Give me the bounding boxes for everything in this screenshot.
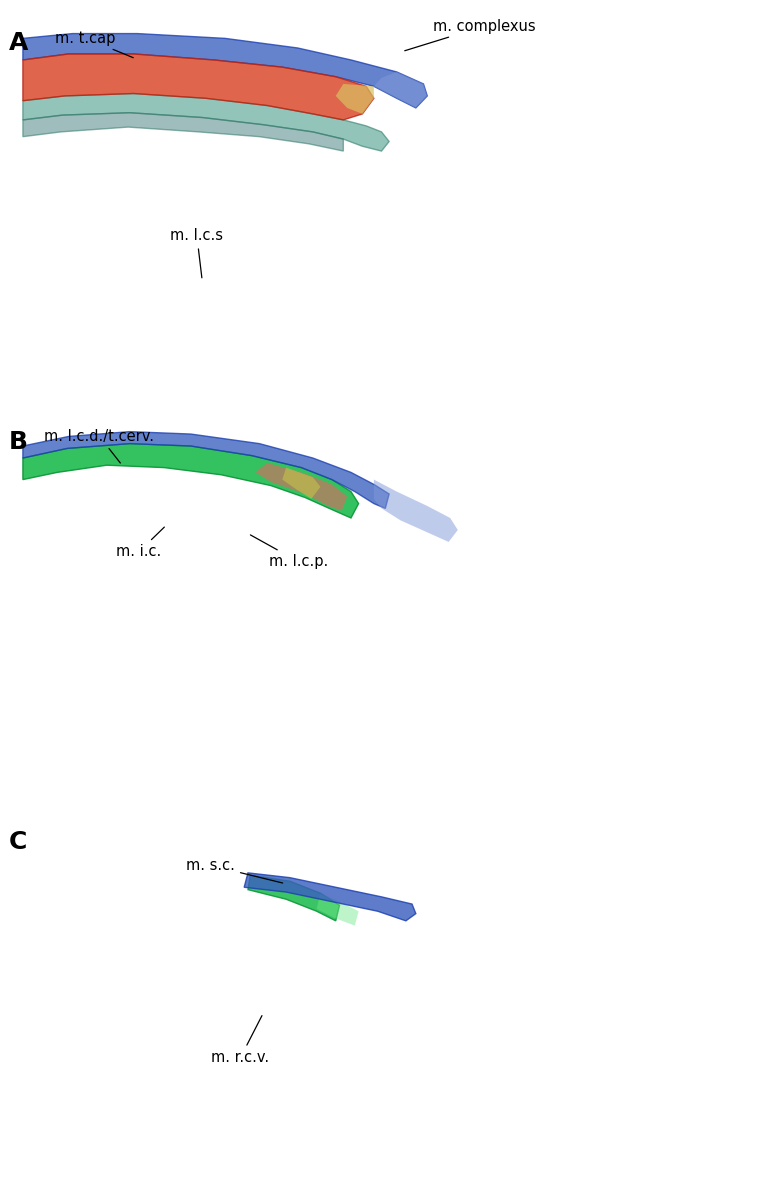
Polygon shape [23, 432, 389, 508]
Text: A: A [9, 31, 28, 55]
Polygon shape [374, 480, 458, 542]
Text: m. l.c.s: m. l.c.s [170, 228, 224, 278]
Polygon shape [23, 94, 389, 151]
Text: m. l.c.p.: m. l.c.p. [250, 535, 328, 570]
Polygon shape [336, 84, 374, 114]
Text: m. t.cap: m. t.cap [55, 30, 134, 58]
Polygon shape [23, 54, 374, 120]
Polygon shape [256, 463, 347, 511]
Text: C: C [9, 830, 27, 854]
Text: m. r.c.v.: m. r.c.v. [211, 1016, 269, 1066]
Polygon shape [23, 34, 427, 108]
Polygon shape [23, 113, 343, 151]
Polygon shape [244, 873, 416, 921]
Text: m. i.c.: m. i.c. [116, 528, 164, 560]
Text: m. complexus: m. complexus [404, 18, 536, 50]
Polygon shape [282, 468, 320, 499]
Text: m. s.c.: m. s.c. [186, 857, 282, 882]
Polygon shape [248, 875, 340, 921]
Text: m. l.c.d./t.cerv.: m. l.c.d./t.cerv. [44, 428, 154, 463]
Text: B: B [9, 430, 28, 454]
Polygon shape [23, 444, 359, 518]
Polygon shape [317, 893, 359, 926]
Polygon shape [374, 72, 427, 108]
